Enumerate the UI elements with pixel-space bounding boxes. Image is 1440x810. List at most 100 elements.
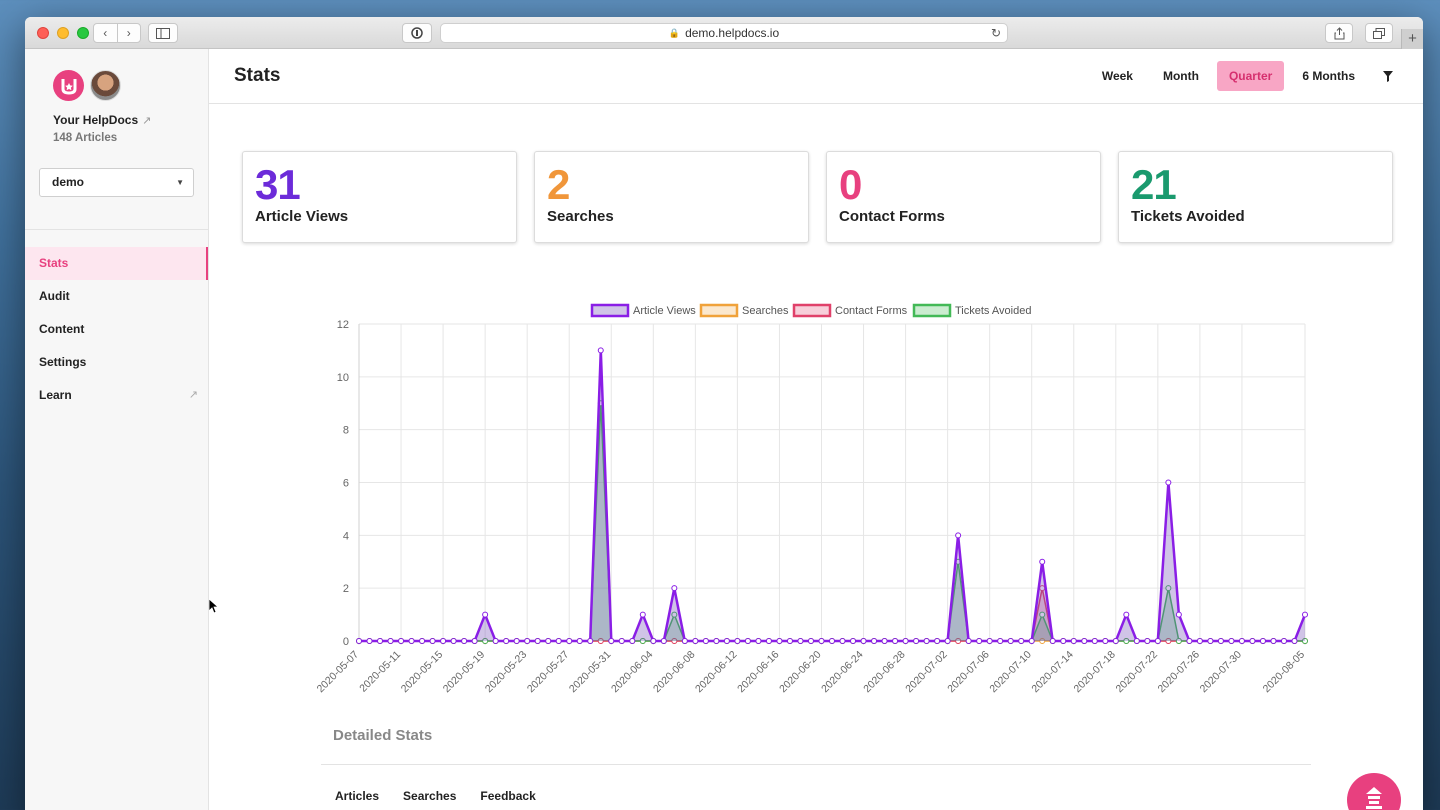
chart-data-point [1280, 638, 1287, 644]
sidebar-item-settings[interactable]: Settings [25, 346, 208, 379]
site-select[interactable]: demo ▼ [39, 168, 194, 197]
chart-data-point [639, 611, 646, 618]
chart-data-point [976, 638, 983, 644]
chart-data-point [587, 638, 594, 644]
chart-legend-swatch [590, 303, 630, 318]
sidebar-item-label: Content [39, 322, 85, 336]
tab-articles[interactable]: Articles [335, 789, 380, 803]
chart-data-point [566, 638, 573, 644]
chart-data-point [639, 638, 646, 644]
chart-x-tick-label: 2020-06-24 [819, 649, 866, 696]
tab-overview-button[interactable] [1365, 23, 1393, 43]
chart-x-tick-label: 2020-06-20 [777, 649, 824, 696]
chart-data-point [1291, 638, 1298, 644]
stat-card-tickets-avoided: 21 Tickets Avoided [1118, 151, 1393, 243]
chart-data-point [913, 638, 920, 644]
password-icon [411, 27, 423, 39]
range-month-button[interactable]: Month [1162, 69, 1199, 83]
tab-searches[interactable]: Searches [403, 789, 457, 803]
zoom-window-button[interactable] [77, 27, 89, 39]
chart-x-tick-label: 2020-07-18 [1071, 649, 1118, 696]
stat-label: Tickets Avoided [1131, 208, 1245, 225]
sidebar-icon [156, 27, 170, 39]
chart-data-point [1060, 638, 1067, 644]
helpdocs-logo[interactable] [53, 70, 84, 101]
chart-data-point [1091, 638, 1098, 644]
chart-data-point [839, 638, 846, 644]
brand-row [53, 70, 121, 101]
chart-data-point [618, 638, 625, 644]
sidebar-divider [25, 229, 208, 230]
site-name-link[interactable]: Your HelpDocs ↗ [53, 113, 151, 127]
page-title: Stats [234, 65, 281, 86]
range-6-months-button[interactable]: 6 Months [1302, 69, 1355, 83]
chart-x-tick-label: 2020-05-23 [483, 649, 530, 696]
chart-data-point [1175, 638, 1182, 644]
chart-data-point [408, 638, 415, 644]
chart-x-tick-label: 2020-05-07 [315, 649, 362, 696]
stat-card-contact-forms: 0 Contact Forms [826, 151, 1101, 243]
close-window-button[interactable] [37, 27, 49, 39]
stat-cards: 31 Article Views 2 Searches 0 Contact Fo… [242, 151, 1393, 243]
chart-data-point [482, 638, 489, 644]
chart-series-area [359, 350, 1305, 641]
chart-data-point [576, 638, 583, 644]
helpdocs-app: Your HelpDocs ↗ 148 Articles demo ▼ Stats… [25, 49, 1423, 810]
chart-x-tick-label: 2020-06-04 [609, 649, 656, 696]
chart-data-point [671, 585, 678, 592]
chart-x-tick-label: 2020-07-14 [1029, 649, 1076, 696]
chart-x-tick-label: 2020-06-12 [693, 649, 740, 696]
chart-y-tick-label: 0 [343, 636, 349, 648]
chart-x-tick-label: 2020-05-27 [525, 649, 572, 696]
sidebar-item-content[interactable]: Content [25, 313, 208, 346]
chart-data-point [860, 638, 867, 644]
chart-data-point [923, 638, 930, 644]
chart-data-point [440, 638, 447, 644]
tab-feedback[interactable]: Feedback [480, 789, 536, 803]
chart-data-point [681, 638, 688, 644]
sidebar-item-learn[interactable]: Learn ↗ [25, 379, 208, 412]
filter-icon [1383, 70, 1393, 82]
chart-data-point [955, 532, 962, 539]
filter-button[interactable] [1373, 61, 1403, 91]
chart-x-tick-label: 2020-07-26 [1156, 649, 1203, 696]
chart-data-point [1165, 585, 1172, 592]
site-select-value: demo [52, 175, 85, 189]
browser-titlebar: ‹ › 🔒 demo.helpdocs.io ↻ + [25, 17, 1423, 49]
user-avatar[interactable] [90, 70, 121, 101]
password-manager-button[interactable] [402, 23, 432, 43]
mouse-cursor-icon [209, 599, 219, 614]
chart-x-tick-label: 2020-05-15 [399, 649, 446, 696]
site-name: Your HelpDocs [53, 113, 139, 127]
sidebar-toggle-button[interactable] [148, 23, 178, 43]
chart-data-point [1028, 638, 1035, 644]
help-widget-button[interactable] [1347, 773, 1401, 810]
range-quarter-button[interactable]: Quarter [1216, 61, 1285, 91]
sidebar-item-label: Stats [39, 256, 69, 270]
forward-icon[interactable]: › [126, 26, 131, 40]
chart-x-tick-label: 2020-06-08 [651, 649, 698, 696]
chart-legend-swatch [699, 303, 739, 318]
history-nav: ‹ › [93, 23, 141, 43]
reload-icon[interactable]: ↻ [990, 26, 1001, 40]
chart-y-tick-label: 8 [343, 425, 349, 437]
chart-data-point [902, 638, 909, 644]
sidebar-item-stats[interactable]: Stats [25, 247, 208, 280]
minimize-window-button[interactable] [57, 27, 69, 39]
share-button[interactable] [1325, 23, 1353, 43]
range-week-button[interactable]: Week [1101, 69, 1133, 83]
lighthouse-icon [1366, 787, 1382, 809]
detailed-stats-tabs: Articles Searches Feedback [335, 789, 536, 803]
sidebar-item-audit[interactable]: Audit [25, 280, 208, 313]
address-bar[interactable]: 🔒 demo.helpdocs.io ↻ [440, 23, 1008, 43]
back-icon[interactable]: ‹ [94, 24, 118, 42]
chart-data-point [755, 638, 762, 644]
chart-data-point [503, 638, 510, 644]
sidebar-item-label: Audit [39, 289, 70, 303]
new-tab-button[interactable]: + [1401, 29, 1423, 49]
sidebar-item-label: Settings [39, 355, 87, 369]
chart-data-point [482, 611, 489, 618]
chart-series-area [359, 403, 1305, 641]
stat-label: Searches [547, 208, 614, 225]
chart-data-point [829, 638, 835, 644]
